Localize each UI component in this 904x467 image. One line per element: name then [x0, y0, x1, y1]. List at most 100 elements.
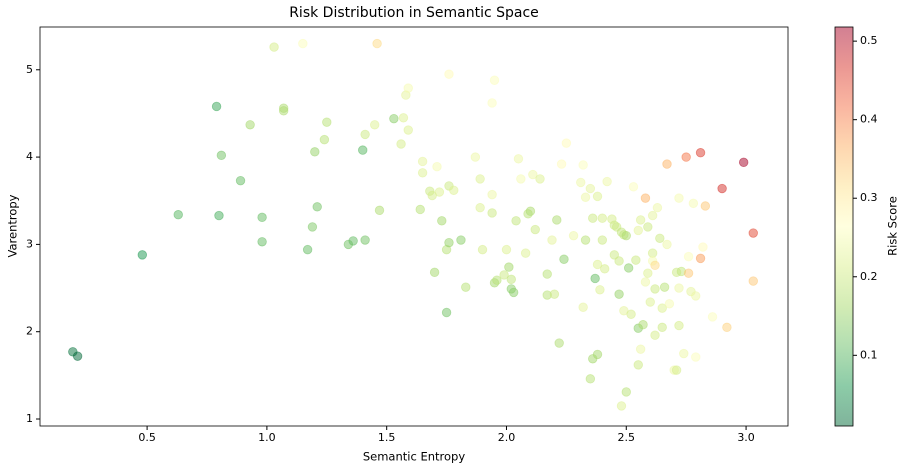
plot-frame [39, 26, 789, 427]
scatter-point [559, 254, 569, 264]
scatter-point [695, 148, 706, 158]
scatter-point [568, 230, 579, 241]
scatter-point [638, 320, 648, 330]
scatter-point [580, 235, 591, 245]
colorbar-tick-label: 0.3 [860, 191, 878, 204]
scatter-point [640, 193, 651, 203]
scatter-point [403, 83, 413, 93]
x-tick-label: 1.0 [258, 431, 276, 444]
scatter-point [580, 192, 591, 202]
scatter-point [298, 38, 308, 49]
scatter-point [360, 235, 370, 245]
scatter-point [492, 275, 502, 285]
scatter-point [561, 138, 572, 148]
scatter-point [437, 216, 447, 226]
colorbar-tick-label: 0.5 [860, 34, 878, 47]
scatter-point [211, 101, 222, 112]
scatter-point [623, 263, 634, 273]
scatter-point [508, 287, 519, 298]
scatter-point [748, 228, 758, 238]
y-tick-label: 2 [26, 325, 33, 338]
scatter-point [432, 161, 442, 172]
scatter-point [585, 183, 596, 194]
scatter-point [547, 235, 557, 245]
colorbar-tick-label: 0.1 [860, 348, 878, 361]
scatter-point [415, 204, 425, 215]
scatter-point [461, 282, 471, 292]
scatter-point [647, 248, 658, 258]
scatter-point [173, 210, 183, 220]
scatter-point [520, 248, 531, 258]
scatter-point [633, 225, 643, 236]
scatter-point [671, 365, 682, 375]
scatter-point [662, 239, 672, 250]
scatter-point [688, 198, 699, 209]
y-tick-label: 3 [26, 237, 33, 250]
scatter-point [542, 269, 552, 279]
scatter-point [530, 224, 540, 235]
scatter-point [257, 237, 267, 247]
scatter-point [628, 182, 639, 192]
scatter-point [640, 277, 651, 287]
scatter-point [398, 113, 409, 123]
scatter-point [659, 282, 670, 292]
scatter-point [556, 159, 567, 169]
scatter-point [470, 152, 481, 162]
scatter-point [434, 187, 445, 197]
scatter-point [674, 320, 684, 331]
scatter-point [278, 106, 289, 116]
scatter-point [322, 117, 332, 127]
scatter-point [489, 75, 500, 85]
scatter-point [647, 210, 658, 221]
scatter-point [600, 264, 610, 274]
scatter-point [235, 175, 246, 186]
scatter-point [614, 256, 624, 266]
colorbar-label: Risk Score [886, 196, 900, 256]
scatter-point [269, 42, 279, 52]
scatter-point [374, 205, 385, 216]
scatter-point [137, 250, 148, 260]
scatter-point [681, 152, 691, 162]
scatter-point [360, 129, 370, 140]
scatter-point [650, 330, 660, 340]
scatter-point [511, 216, 521, 226]
scatter-point [614, 289, 624, 299]
scatter-point [456, 235, 466, 245]
y-tick-label: 1 [26, 412, 33, 425]
scatter-point [621, 387, 631, 397]
scatter-point [216, 150, 227, 161]
scatter-point [444, 237, 454, 248]
scatter-point [487, 189, 497, 200]
scatter-point [549, 289, 560, 299]
scatter-point [72, 351, 83, 361]
scatter-point [691, 291, 701, 301]
scatter-point [245, 120, 255, 130]
scatter-point [319, 134, 330, 145]
scatter-point [657, 303, 667, 313]
scatter-point [683, 268, 694, 278]
scatter-point [633, 360, 643, 370]
x-tick-label: 1.5 [378, 431, 396, 444]
scatter-point [501, 244, 512, 255]
x-tick-label: 0.5 [138, 431, 156, 444]
scatter-point [597, 213, 608, 223]
scatter-point [535, 174, 545, 184]
colorbar-tick-label: 0.2 [860, 270, 878, 283]
scatter-point [214, 210, 224, 221]
colorbar-tick-label: 0.4 [860, 113, 878, 126]
scatter-point [679, 348, 689, 359]
x-tick-label: 3.0 [737, 431, 755, 444]
scatter-point [698, 242, 708, 252]
scatter-point [348, 236, 358, 246]
scatter-point [650, 260, 660, 271]
scatter-point [674, 283, 684, 293]
scatter-point [310, 147, 320, 157]
scatter-point [358, 145, 368, 155]
scatter-point [722, 322, 732, 333]
scatter-point [444, 69, 454, 79]
scatter-point [552, 215, 562, 225]
scatter-point [417, 156, 428, 167]
scatter-point [429, 267, 440, 278]
scatter-point [513, 154, 524, 164]
